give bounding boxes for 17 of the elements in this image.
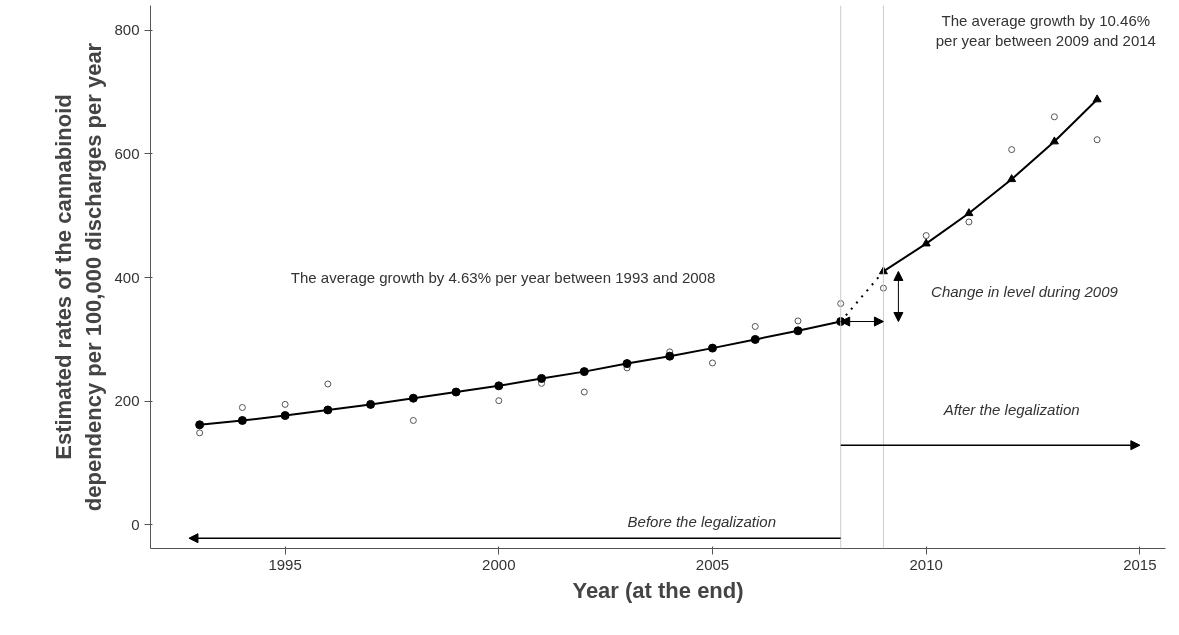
- x-tick-label: 2000: [482, 555, 516, 573]
- annotation: The average growth by 4.63% per year between 1993 and 2008: [290, 268, 716, 286]
- x-tick-label: 1995: [268, 555, 302, 573]
- annotation: The average growth by 10.46% per year between 2009 and 2014: [935, 11, 1156, 49]
- y-axis-title: Estimated rates of the cannabinoid dependency per 100,000 discharges per year: [51, 42, 107, 512]
- y-tick-label: 200: [114, 392, 140, 410]
- x-tick-label: 2015: [1123, 555, 1157, 573]
- x-tick-label: 2010: [909, 555, 943, 573]
- annotation: After the legalization: [942, 400, 1080, 418]
- y-tick-label: 0: [131, 516, 140, 533]
- annotation: Before the legalization: [627, 513, 777, 531]
- y-tick-label: 400: [114, 268, 140, 286]
- x-tick-label: 2005: [695, 555, 730, 573]
- annotation: Change in level during 2009: [931, 282, 1119, 300]
- y-tick-label: 600: [114, 144, 140, 162]
- x-axis-title: Year (at the end): [572, 577, 744, 603]
- y-tick-label: 800: [114, 21, 140, 39]
